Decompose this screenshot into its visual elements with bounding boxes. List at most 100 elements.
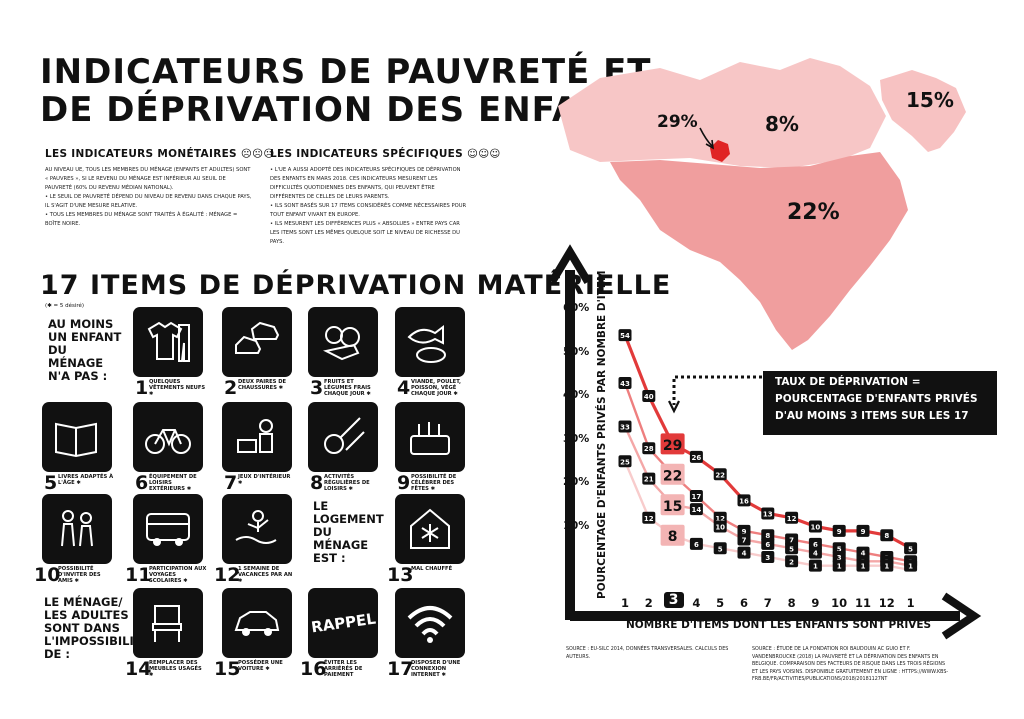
item-number-2: 2 (224, 377, 238, 399)
source-right: SOURCE : ÉTUDE DE LA FONDATION ROI BAUDO… (752, 647, 949, 682)
item-label-8: ACTIVITÉS RÉGULIÈRES DE LOISIRS ✱ (324, 474, 370, 492)
data-label-s3-x9: 4 (813, 550, 818, 558)
item-label-7: JEUX D'INTÉRIEUR ✱ (238, 474, 291, 486)
data-marker-s3-x8 (785, 542, 799, 555)
title-line-2: DE DÉPRIVATION DES ENFANTS (40, 90, 659, 130)
data-label-s1-x5: 22 (715, 471, 725, 479)
data-label-s3-x7: 6 (765, 541, 770, 549)
brussels-percent: 29% (657, 112, 698, 132)
data-label-s3-x5: 10 (715, 524, 725, 532)
x-tick-label: 8 (787, 596, 796, 610)
snowflake-house-tile (395, 494, 465, 564)
definition-line-1: TAUX DE DÉPRIVATION = (775, 376, 921, 388)
monetary-text: AU NIVEAU UE, TOUS LES MEMBRES DU MÉNAGE… (45, 166, 252, 229)
y-tick-label: 10% (563, 518, 590, 532)
item-label-6: ÉQUIPEMENT DE LOISIRS EXTÉRIEURS ✱ (149, 474, 197, 492)
monetary-paragraph-2: • LE SEUIL DE PAUVRETÉ DÉPEND DU NIVEAU … (45, 194, 252, 209)
data-label-s3-x1: 33 (620, 423, 630, 431)
item-number-5: 5 (44, 472, 58, 494)
item-number-6: 6 (135, 472, 149, 494)
data-label-s4-x3: 8 (668, 529, 678, 545)
data-marker-s1-x8 (785, 511, 799, 524)
item-number-8: 8 (310, 472, 324, 494)
data-label-s2-x3: 22 (663, 468, 682, 484)
x-axis-arrow (941, 592, 982, 640)
x-tick-label: 6 (739, 596, 748, 610)
data-marker-s4-x8 (785, 555, 799, 568)
data-label-s1-x8: 12 (787, 515, 797, 523)
child-label: AU MOINS UN ENFANT DU MÉNAGE N'A PAS : (48, 317, 122, 383)
x-tick-label: 4 (692, 596, 701, 610)
item-number-17: 17 (387, 658, 414, 680)
data-label-s2-x1: 43 (620, 380, 630, 388)
item-label-10: POSSIBILITÉ D'INVITER DES AMIS ✱ (58, 566, 101, 584)
x-tick-label: 1 (620, 596, 629, 610)
chair-tile (133, 588, 203, 658)
definition-line-3: D'AU MOINS 3 ITEMS SUR LES 17 (775, 410, 969, 422)
item-number-12: 12 (214, 564, 241, 586)
data-label-s3-x8: 5 (789, 545, 794, 553)
data-label-s3-x3: 15 (663, 499, 682, 515)
toys-icon (237, 419, 273, 453)
monetary-heading: LES INDICATEURS MONÉTAIRES ☹☹☹ (45, 148, 275, 160)
item-label-11: PARTICIPATION AUX VOYAGES SCOLAIRES ✱ (149, 566, 207, 584)
data-label-s4-x5: 5 (718, 545, 723, 553)
data-marker-s1-x9 (808, 520, 822, 533)
chart-markers: 5440292622161312109985432822171298765432… (618, 329, 918, 572)
data-marker-s4-x10 (832, 559, 846, 572)
data-label-s2-x11: 4 (861, 550, 866, 558)
data-marker-s3-x1 (618, 420, 632, 433)
brussels-pointer-arrow (699, 127, 713, 147)
data-label-s4-x8: 2 (789, 558, 794, 566)
wallonia-percent: 22% (787, 200, 840, 225)
data-marker-s1-x11 (856, 524, 870, 537)
data-label-s3-x2: 21 (644, 476, 654, 484)
y-tick-label: 30% (563, 431, 590, 445)
item-number-3: 3 (310, 377, 324, 399)
data-marker-s2-x3 (660, 463, 685, 485)
item-label-16: ÉVITER LES ARRIÉRÉS DE PAIEMENT (324, 660, 363, 678)
data-label-s1-x11: 9 (861, 528, 866, 536)
data-label-s4-x11: 1 (861, 563, 866, 571)
item-number-7: 7 (224, 472, 238, 494)
x-tick-label: 12 (878, 596, 895, 610)
data-marker-s1-x10 (832, 524, 846, 537)
swimmer-icon (235, 510, 277, 544)
bicycle-icon (145, 429, 191, 454)
y-tick-label: 50% (563, 344, 590, 358)
data-label-s3-x6: 7 (742, 537, 747, 545)
snowflake-house-icon (410, 508, 450, 549)
data-marker-s4-x2 (642, 511, 656, 524)
data-label-s4-x1: 25 (620, 458, 630, 466)
wifi-icon (407, 606, 453, 643)
data-label-s1-x13: 5 (908, 545, 913, 553)
y-tick-label: 40% (563, 388, 590, 401)
rappel-tile: RAPPEL (308, 588, 378, 658)
belgium-map (558, 58, 966, 350)
item-number-1: 1 (135, 377, 149, 399)
item-number-9: 9 (397, 472, 411, 494)
friends-icon (61, 510, 93, 547)
definition-box: TAUX DE DÉPRIVATION = POURCENTAGE D'ENFA… (763, 371, 997, 435)
specific-text: • L'UE A AUSSI ADOPTÉ DES INDICATEURS SP… (270, 166, 470, 247)
data-label-s1-x9: 10 (811, 524, 821, 532)
item-number-13: 13 (387, 564, 414, 586)
flanders-percent: 8% (765, 112, 799, 136)
vegetables-tile (308, 307, 378, 377)
item-label-17: DISPOSER D'UNE CONNEXION INTERNET ✱ (411, 660, 461, 678)
data-marker-s3-x7 (761, 537, 775, 550)
data-marker-s4-x12 (880, 559, 894, 572)
x-tick-label: 1 (906, 596, 915, 610)
data-label-s2-x8: 7 (789, 537, 794, 545)
data-marker-s1-x2 (642, 390, 656, 402)
deprivation-line-chart: 5440292622161312109985432822171298765432… (548, 244, 982, 640)
item-label-14: REMPLACER DES MEUBLES USAGÉS ✱ (149, 660, 202, 678)
data-label-s1-x6: 16 (739, 497, 749, 505)
x-tick-label: 9 (811, 596, 820, 610)
data-label-s4-x2: 12 (644, 515, 654, 523)
data-marker-s3-x5 (713, 520, 727, 533)
meat-fish-icon (407, 325, 446, 363)
data-label-s1-x4: 26 (692, 454, 702, 462)
data-label-s3-x10: 3 (837, 554, 842, 562)
item-number-4: 4 (397, 377, 411, 399)
